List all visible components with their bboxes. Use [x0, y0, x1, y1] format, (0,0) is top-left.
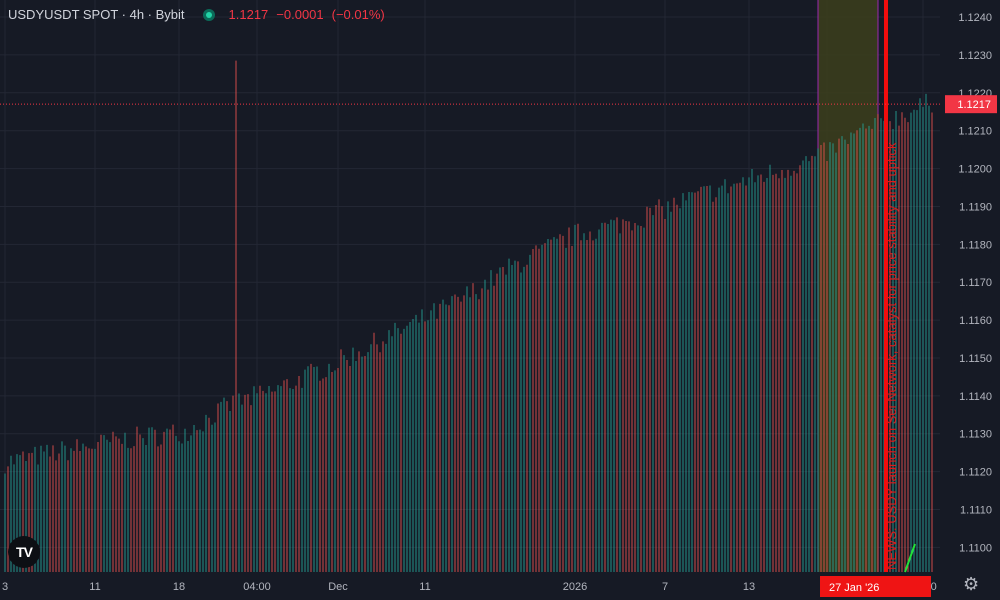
x-tick-label: 7	[662, 581, 668, 593]
last-price-tag-text: 1.1217	[957, 99, 991, 111]
x-tick-label: 3	[2, 581, 8, 593]
last-price-tag: 1.1217	[945, 95, 997, 114]
y-tick-label: 1.1190	[959, 201, 992, 213]
y-tick-label: 1.1200	[958, 164, 992, 176]
y-tick-label: 1.1210	[958, 126, 992, 138]
x-tick-label: 2026	[563, 581, 587, 593]
last-price: 1.1217	[228, 7, 269, 22]
y-tick-label: 1.1230	[958, 50, 992, 62]
y-tick-label: 1.1140	[959, 391, 992, 403]
y-tick-label: 1.1170	[959, 277, 992, 289]
price-bars	[4, 60, 933, 572]
gear-icon[interactable]: ⚙	[963, 574, 980, 594]
y-tick-label: 1.1150	[959, 353, 992, 365]
market-status-dot-icon	[202, 8, 215, 21]
y-tick-label: 1.1240	[958, 12, 992, 24]
x-tick-label: 13	[743, 581, 755, 593]
price-change-percent: (−0.01%)	[331, 7, 385, 22]
x-tick-label: 04:00	[243, 581, 271, 593]
x-tick-label: 11	[419, 581, 430, 593]
price-change: −0.0001	[276, 7, 324, 22]
y-tick-label: 1.1110	[960, 504, 992, 516]
trend-arrow	[904, 543, 916, 573]
news-marker-bar	[884, 0, 888, 572]
y-tick-label: 1.1180	[959, 239, 992, 251]
news-annotation[interactable]: NEWS: USDY launch on Sei Network, cataly…	[884, 142, 899, 570]
crosshair-date-tag: 27 Jan '26	[820, 576, 931, 597]
news-annotation-text: NEWS: USDY launch on Sei Network, cataly…	[884, 142, 899, 570]
tradingview-logo-icon[interactable]: TV	[8, 536, 40, 568]
x-tick-label: Dec	[328, 581, 348, 593]
symbol-title[interactable]: USDYUSDT SPOT · 4h · Bybit	[8, 7, 185, 22]
y-tick-label: 1.1130	[959, 429, 992, 441]
y-tick-label: 1.1100	[959, 542, 992, 554]
x-tick-label: 18	[173, 581, 185, 593]
y-tick-label: 1.1120	[959, 467, 992, 479]
y-tick-label: 1.1160	[959, 315, 992, 327]
crosshair-date-text: 27 Jan '26	[829, 582, 879, 594]
chart-header: USDYUSDT SPOT · 4h · Bybit 1.1217 −0.000…	[8, 7, 385, 22]
price-axis: 1.12401.12301.12201.12101.12001.11901.11…	[958, 12, 992, 554]
x-tick-label: 11	[89, 581, 100, 593]
